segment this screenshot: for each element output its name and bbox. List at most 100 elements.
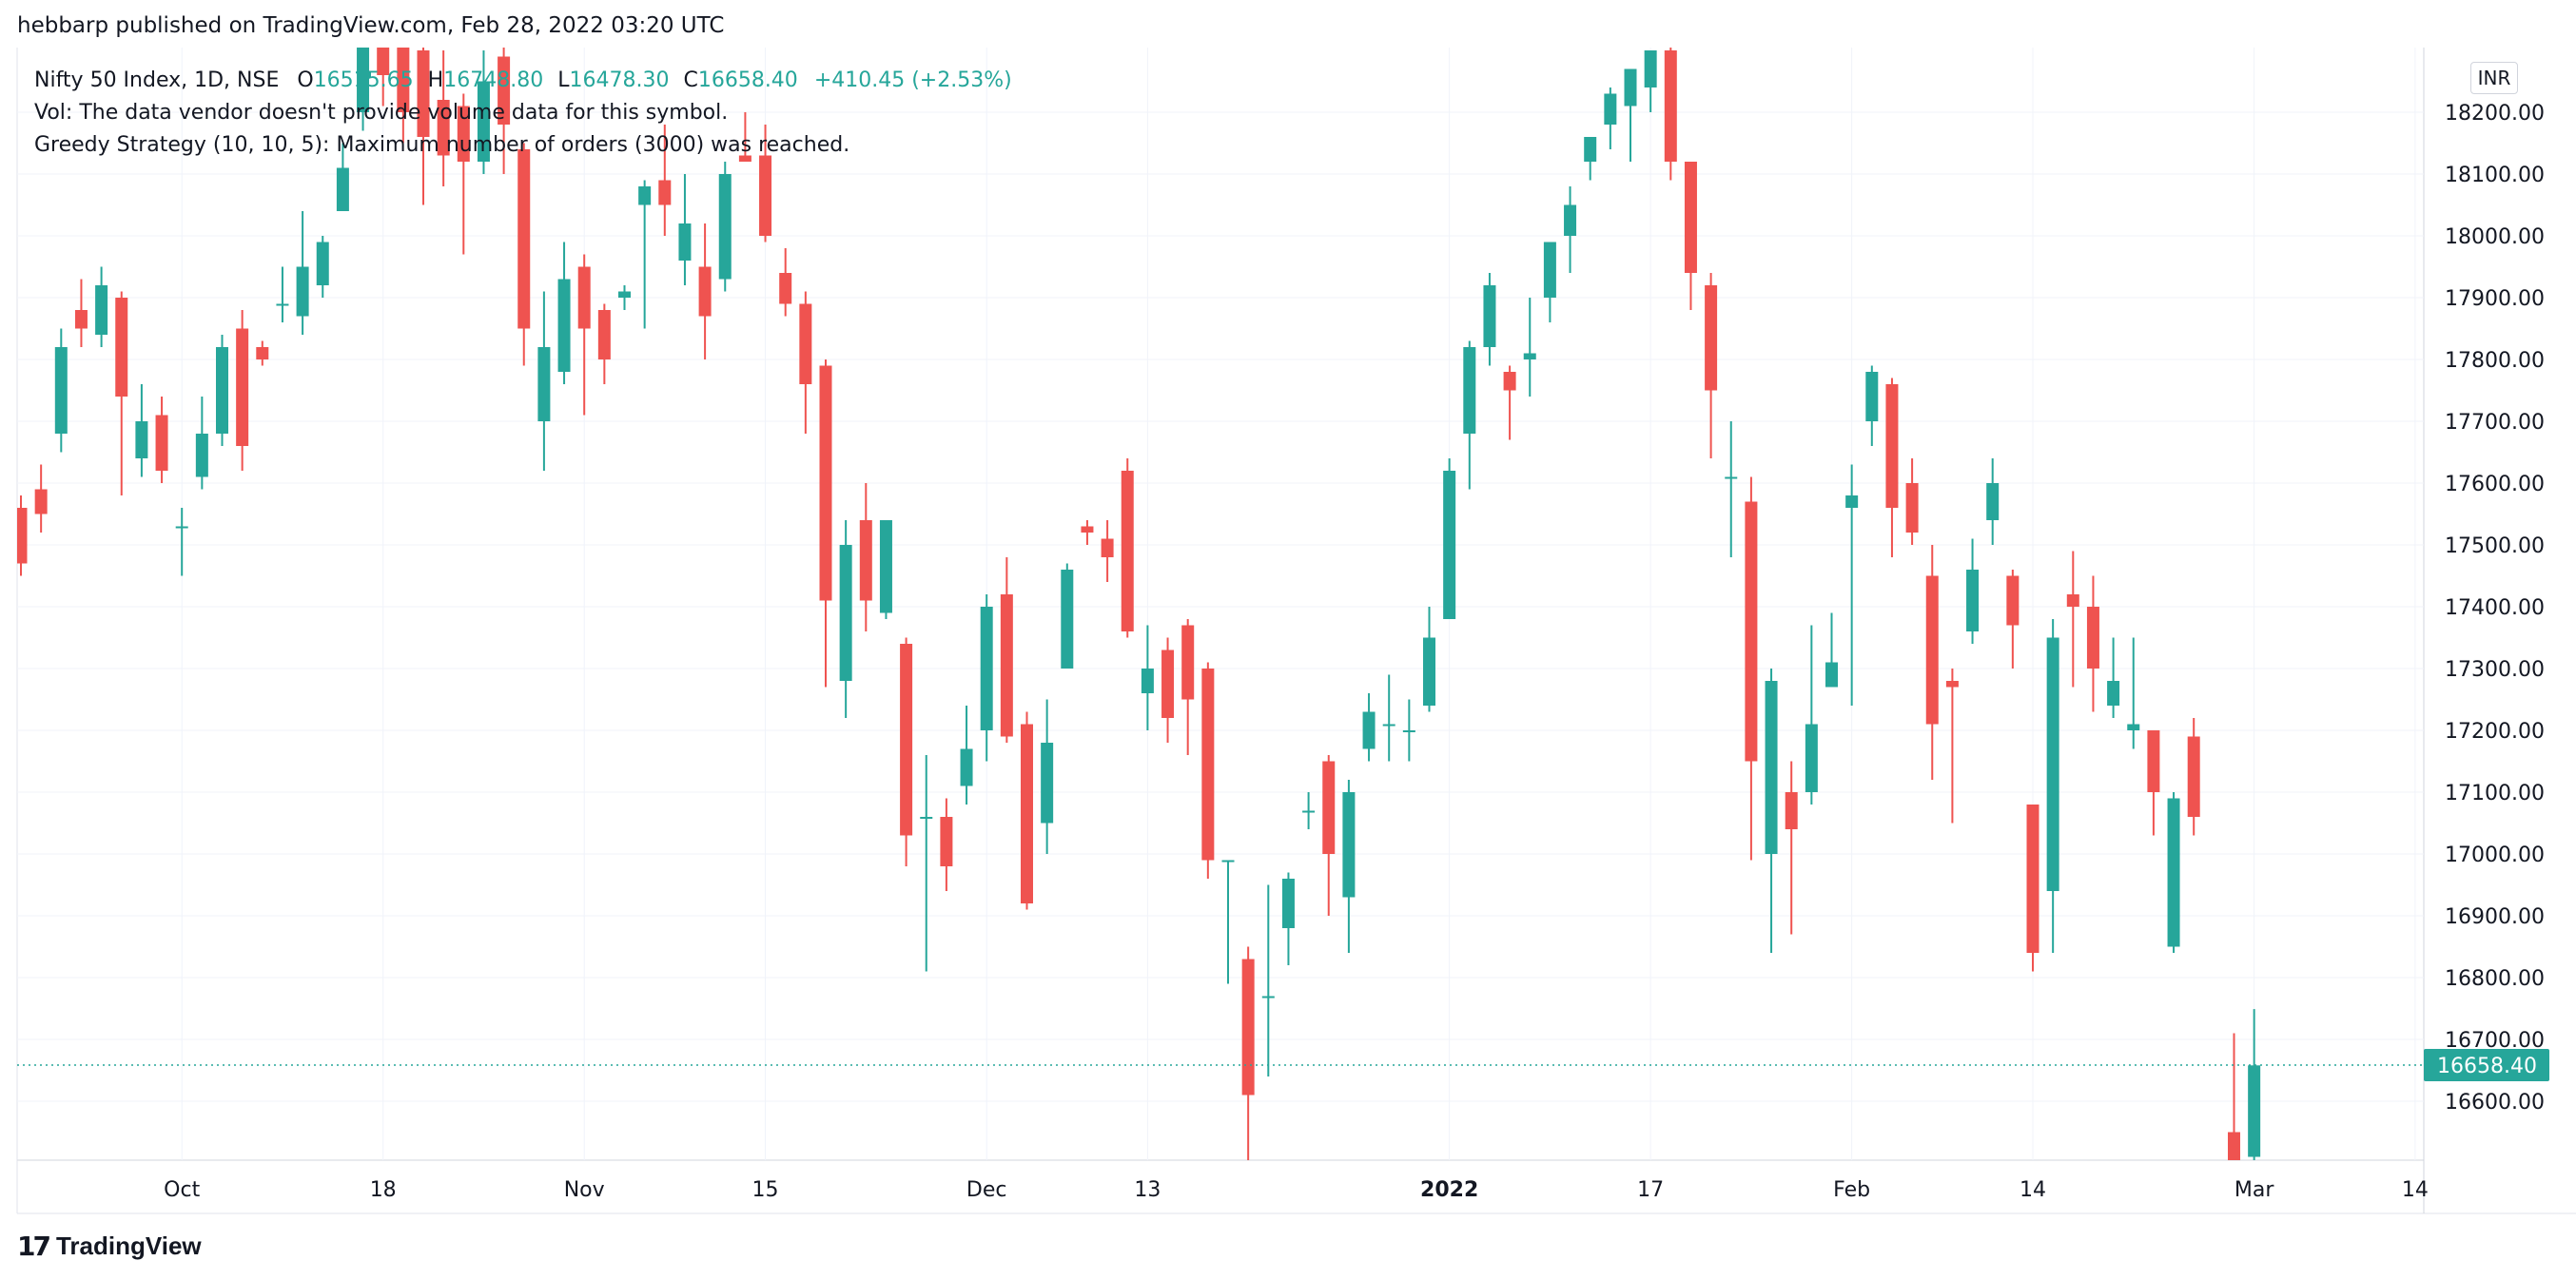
y-tick-label: 16600.00	[2445, 1091, 2545, 1115]
y-tick-label: 16700.00	[2445, 1029, 2545, 1053]
candle-body-up	[1725, 476, 1738, 479]
legend-change: +410.45 (+2.53%)	[813, 68, 1012, 92]
candle-body-down	[779, 273, 792, 304]
y-tick-label: 18000.00	[2445, 225, 2545, 249]
legend-high-label: H	[427, 68, 444, 92]
candle-body-up	[1041, 743, 1054, 824]
candle-body-down	[658, 180, 672, 205]
candle-body-down	[397, 48, 410, 112]
candle-body-up	[316, 242, 329, 285]
candle-body-up	[920, 817, 933, 819]
tradingview-logo-icon: 17	[17, 1231, 51, 1262]
candle-body-up	[477, 81, 490, 162]
candle-body-up	[1402, 730, 1415, 732]
y-tick-label: 17800.00	[2445, 349, 2545, 373]
legend-open-label: O	[297, 68, 314, 92]
candle-body-down	[1101, 538, 1114, 557]
candle-body-up	[1221, 860, 1235, 863]
candle-body-down	[738, 155, 751, 162]
candle-body-up	[357, 48, 370, 112]
candle-body-down	[2066, 594, 2079, 607]
legend-close-label: C	[683, 68, 698, 92]
candle-body-up	[1281, 879, 1295, 928]
candle-body-down	[498, 56, 511, 125]
candle-body-down	[377, 48, 390, 75]
candle-body-up	[95, 285, 108, 335]
y-tick-label: 17400.00	[2445, 596, 2545, 620]
x-tick-label: Dec	[966, 1178, 1007, 1202]
candle-body-up	[1543, 242, 1556, 298]
published-caption: hebbarp published on TradingView.com, Fe…	[17, 13, 725, 38]
candle-body-up	[2107, 681, 2120, 706]
x-tick-label: 18	[370, 1178, 397, 1202]
y-tick-label: 16900.00	[2445, 905, 2545, 929]
candle-body-down	[2147, 730, 2160, 792]
candle-body-down	[2228, 1132, 2240, 1160]
candle-body-down	[1785, 792, 1798, 829]
legend-volume-note[interactable]: Vol: The data vendor doesn't provide vol…	[34, 101, 729, 125]
footer-branding[interactable]: 17 TradingView	[17, 1231, 202, 1262]
candle-body-up	[1483, 285, 1496, 347]
candle-body-down	[1121, 471, 1134, 631]
candle-body-up	[1644, 50, 1657, 87]
candle-body-up	[135, 421, 148, 458]
footer-brand-name: TradingView	[55, 1232, 202, 1260]
legend-strategy-note[interactable]: Greedy Strategy (10, 10, 5): Maximum num…	[34, 133, 850, 157]
candle-body-down	[256, 347, 269, 359]
candle-body-up	[960, 748, 973, 786]
candle-body-up	[839, 545, 852, 681]
y-tick-label: 17700.00	[2445, 411, 2545, 435]
candle-body-down	[900, 644, 913, 836]
candle-body-up	[1624, 68, 1637, 107]
candle-body-down	[417, 50, 430, 137]
candle-body-up	[1865, 372, 1879, 421]
candle-body-down	[1021, 724, 1033, 903]
candle-body-up	[678, 223, 692, 261]
chart-legend: Nifty 50 Index, 1D, NSE O16515.65 H16748…	[34, 65, 1012, 162]
x-tick-label: Oct	[164, 1178, 200, 1202]
candle-body-up	[557, 279, 571, 372]
last-price-label: 16658.40	[2437, 1055, 2537, 1078]
x-tick-label: Nov	[564, 1178, 605, 1202]
candle-body-down	[34, 489, 48, 514]
legend-high-value: 16748.80	[443, 68, 544, 92]
x-tick-label: 14	[2402, 1178, 2429, 1202]
candle-body-down	[597, 310, 611, 359]
legend-ohlc-row: Nifty 50 Index, 1D, NSE O16515.65 H16748…	[34, 65, 1012, 97]
candle-body-up	[1443, 471, 1456, 619]
candle-body-down	[1684, 162, 1697, 273]
candle-body-down	[1161, 650, 1175, 718]
y-tick-label: 18200.00	[2445, 102, 2545, 126]
candle-group	[17, 48, 2261, 1160]
candle-body-down	[1745, 501, 1758, 762]
candle-body-down	[1322, 761, 1336, 854]
y-tick-label: 17200.00	[2445, 720, 2545, 744]
candle-body-down	[1241, 959, 1255, 1096]
candle-body-up	[1523, 353, 1536, 359]
x-tick-label: 13	[1134, 1178, 1161, 1202]
candle-body-up	[1061, 570, 1074, 669]
candle-body-up	[1261, 996, 1275, 999]
candle-body-up	[1604, 93, 1617, 125]
candle-body-up	[1382, 724, 1395, 727]
candle-body-down	[17, 508, 28, 564]
legend-low-value: 16478.30	[569, 68, 670, 92]
candle-body-down	[859, 520, 872, 601]
candle-body-up	[1966, 570, 1980, 631]
legend-low-label: L	[557, 68, 570, 92]
candle-body-down	[1181, 625, 1195, 700]
candle-body-down	[759, 155, 772, 236]
currency-button[interactable]: INR	[2470, 62, 2518, 94]
candle-body-up	[618, 291, 631, 298]
candle-body-down	[1664, 50, 1677, 162]
x-tick-label: 15	[752, 1178, 779, 1202]
x-tick-label: 14	[2020, 1178, 2046, 1202]
candle-body-down	[517, 149, 531, 329]
candle-body-up	[1362, 711, 1376, 749]
candle-body-down	[457, 106, 470, 162]
candle-body-up	[1765, 681, 1778, 854]
candle-body-up	[537, 347, 551, 421]
candle-body-up	[2248, 1065, 2261, 1157]
legend-symbol[interactable]: Nifty 50 Index, 1D, NSE	[34, 68, 280, 92]
